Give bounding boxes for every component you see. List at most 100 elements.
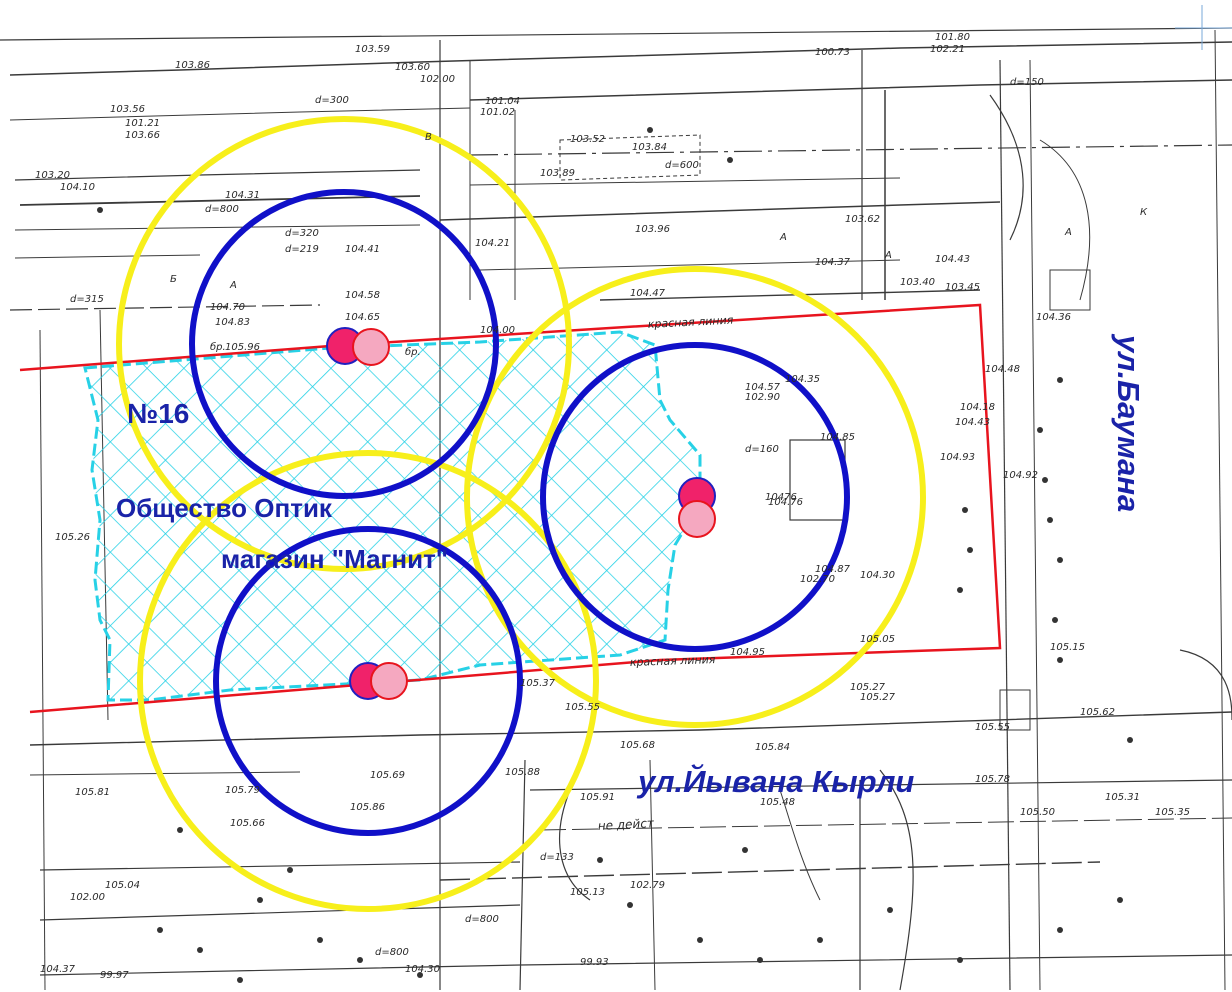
elevation-label: 105.68: [620, 740, 655, 751]
elevation-label: 103.20: [35, 170, 70, 181]
coverage-circle: [189, 189, 499, 499]
elevation-label: d=800: [465, 914, 499, 925]
elevation-label: 104.87: [815, 564, 851, 575]
elevation-label: 10476: [765, 492, 797, 503]
elevation-label: 102.00: [70, 892, 105, 903]
elevation-label: 104.57: [745, 382, 781, 393]
street-label-bauman: ул.Баумана: [1111, 333, 1146, 512]
elevation-label: 102.21: [930, 44, 965, 55]
elevation-label: 105.31: [1105, 792, 1140, 803]
elevation-label: 104.95: [730, 647, 765, 658]
elevation-label: 104.37: [815, 257, 851, 268]
elevation-label: d=160: [745, 444, 779, 455]
site-label: №16: [127, 398, 189, 429]
elevation-label: 103.84: [632, 142, 667, 153]
elevation-label: 104.43: [955, 417, 990, 428]
elevation-label: 103.45: [945, 282, 980, 293]
elevation-label: 103.96: [635, 224, 670, 235]
elevation-label: 103.52: [570, 134, 605, 145]
elevation-label: 105.55: [975, 722, 1010, 733]
elevation-label: 105.15: [1050, 642, 1085, 653]
elevation-label: 103.66: [125, 130, 160, 141]
elevation-label: 104.30: [860, 570, 895, 581]
elevation-label: А: [1064, 227, 1072, 238]
elevation-label: 105.55: [565, 702, 600, 713]
elevation-label: 102.70: [800, 574, 835, 585]
elevation-label: 104.00: [480, 325, 515, 336]
elevation-label: 105.62: [1080, 707, 1115, 718]
elevation-label: 105.48: [760, 797, 795, 808]
elevation-label: d=320: [285, 228, 319, 239]
elevation-label: 103.56: [110, 104, 145, 115]
elevation-label: 105.79: [225, 785, 260, 796]
elevation-label: 104.47: [630, 288, 666, 299]
elevation-label: 105.05: [860, 634, 895, 645]
elevation-label: 105.13: [570, 887, 605, 898]
survey-points: [97, 127, 1133, 983]
elevation-label: 104.37: [40, 964, 76, 975]
elevation-label: 103.89: [540, 168, 575, 179]
elevation-label: 105.26: [55, 532, 90, 543]
elevation-label: d=800: [205, 204, 239, 215]
elevation-label: 105.04: [105, 880, 140, 891]
elevation-label: 103.86: [175, 60, 210, 71]
elevation-label: 105.86: [350, 802, 385, 813]
elevation-label: 102.00: [420, 74, 455, 85]
elevation-label: 104.58: [345, 290, 380, 301]
elevation-label: 99.93: [580, 957, 609, 968]
elevation-label: 100.73: [815, 47, 850, 58]
elevation-label: 104.21: [475, 238, 510, 249]
elevation-label: 105.50: [1020, 807, 1055, 818]
elevation-label: 99.97: [100, 970, 129, 981]
elevation-label: d=133: [540, 852, 574, 863]
elevation-label: 104.93: [940, 452, 975, 463]
elevation-label: 102.90: [745, 392, 780, 403]
elevation-label: 105.78: [975, 774, 1010, 785]
elevation-label: К: [1140, 207, 1148, 218]
elevation-label: 104.35: [785, 374, 820, 385]
elevation-label: d=150: [1010, 77, 1044, 88]
elevation-label: d=300: [315, 95, 349, 106]
blue-coverage-circles: [189, 189, 850, 836]
elevation-label: 105.88: [505, 767, 540, 778]
elevation-label: бр.: [405, 346, 421, 358]
elevation-label: 105.66: [230, 818, 265, 829]
organization-label: Общество Оптик: [116, 493, 333, 523]
elevation-label: бр.: [210, 341, 226, 353]
well-marker-icon[interactable]: [349, 662, 408, 700]
well-marker-icon[interactable]: [326, 327, 390, 366]
elevation-label: 101.21: [125, 118, 160, 129]
elevation-label: 105.27: [850, 682, 886, 693]
elevation-label: 104.76: [768, 497, 803, 508]
survey-elevation-labels: 103.59103.60102.00103.86d=300103.56101.2…: [35, 32, 1190, 981]
elevation-label: 104.31: [225, 190, 260, 201]
elevation-label: А: [779, 232, 787, 243]
elevation-label: А: [884, 250, 892, 261]
elevation-label: 105.69: [370, 770, 405, 781]
red-line-label: красная линия: [647, 314, 734, 331]
store-label: магазин "Магнит": [221, 544, 448, 574]
elevation-label: 105.81: [75, 787, 110, 798]
elevation-label: 103.40: [900, 277, 935, 288]
elevation-label: 105.27: [860, 692, 896, 703]
coverage-circle: [464, 266, 926, 728]
coverage-circle: [540, 342, 850, 652]
red-line-label: красная линия: [630, 653, 716, 669]
elevation-label: В: [425, 132, 432, 143]
crosshair-icon: [1175, 5, 1232, 50]
elevation-label: 104.30: [405, 964, 440, 975]
elevation-label: d=600: [665, 160, 699, 171]
well-marker-icon[interactable]: [678, 477, 716, 538]
survey-linework: [0, 27, 1232, 991]
street-label-kyrli: ул.Йывана Кырли: [636, 763, 914, 799]
elevation-label: 104.83: [215, 317, 250, 328]
elevation-label: 103.59: [355, 44, 390, 55]
elevation-label: 104.10: [60, 182, 95, 193]
elevation-label: d=800: [375, 947, 409, 958]
elevation-label: 101.80: [935, 32, 970, 43]
coverage-circle: [116, 116, 572, 572]
elevation-label: 104.85: [820, 432, 855, 443]
elevation-label: 101.02: [480, 107, 515, 118]
elevation-label: d=315: [70, 294, 104, 305]
